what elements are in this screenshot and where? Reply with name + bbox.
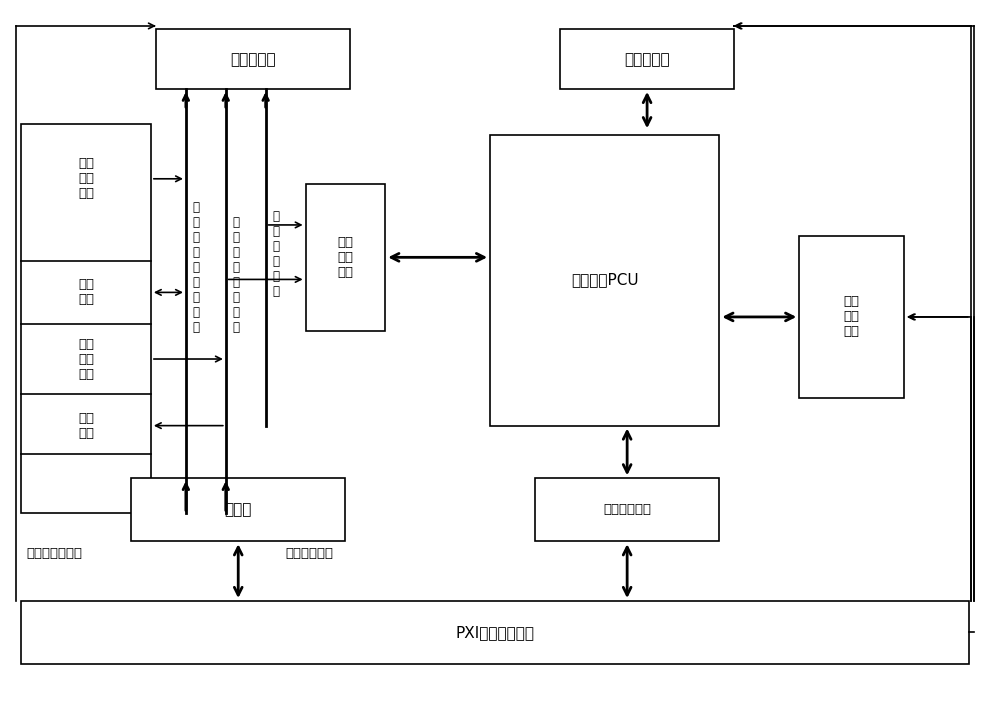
Text: 功率
转接
设备: 功率 转接 设备 <box>337 236 353 279</box>
Text: PXI工控采集系统: PXI工控采集系统 <box>456 625 535 640</box>
Text: 功率分析仪: 功率分析仪 <box>230 51 276 67</box>
Bar <box>21 601 969 664</box>
Bar <box>131 478 345 541</box>
Bar <box>21 124 151 513</box>
Text: 地
面
供
电
电
压
电
流: 地 面 供 电 电 压 电 流 <box>233 216 240 334</box>
Text: 电子
负载: 电子 负载 <box>78 412 94 439</box>
Bar <box>490 134 719 426</box>
Text: 地面
供电
电源: 地面 供电 电源 <box>78 337 94 381</box>
Text: 示波器: 示波器 <box>225 502 252 517</box>
Text: 被测对象PCU: 被测对象PCU <box>571 272 639 288</box>
Bar <box>156 30 350 89</box>
Bar <box>560 30 734 89</box>
Text: 测试转接设备: 测试转接设备 <box>603 503 651 516</box>
Text: 蓄电
池组: 蓄电 池组 <box>78 278 94 306</box>
Text: 网络分析仪: 网络分析仪 <box>624 51 670 67</box>
Text: 蓄电池组电流: 蓄电池组电流 <box>286 547 334 560</box>
Text: 通讯
专检
设备: 通讯 专检 设备 <box>844 296 860 339</box>
Text: 太阳
阵模
拟器: 太阳 阵模 拟器 <box>78 157 94 201</box>
Text: 蓄
电
池
组
电
压
和
电
流: 蓄 电 池 组 电 压 和 电 流 <box>193 201 200 334</box>
Bar <box>799 237 904 398</box>
Text: 母
线
电
压
电
流: 母 线 电 压 电 流 <box>273 210 280 298</box>
Bar <box>306 184 385 331</box>
Text: 母线电压、电流: 母线电压、电流 <box>26 547 82 560</box>
Bar <box>535 478 719 541</box>
